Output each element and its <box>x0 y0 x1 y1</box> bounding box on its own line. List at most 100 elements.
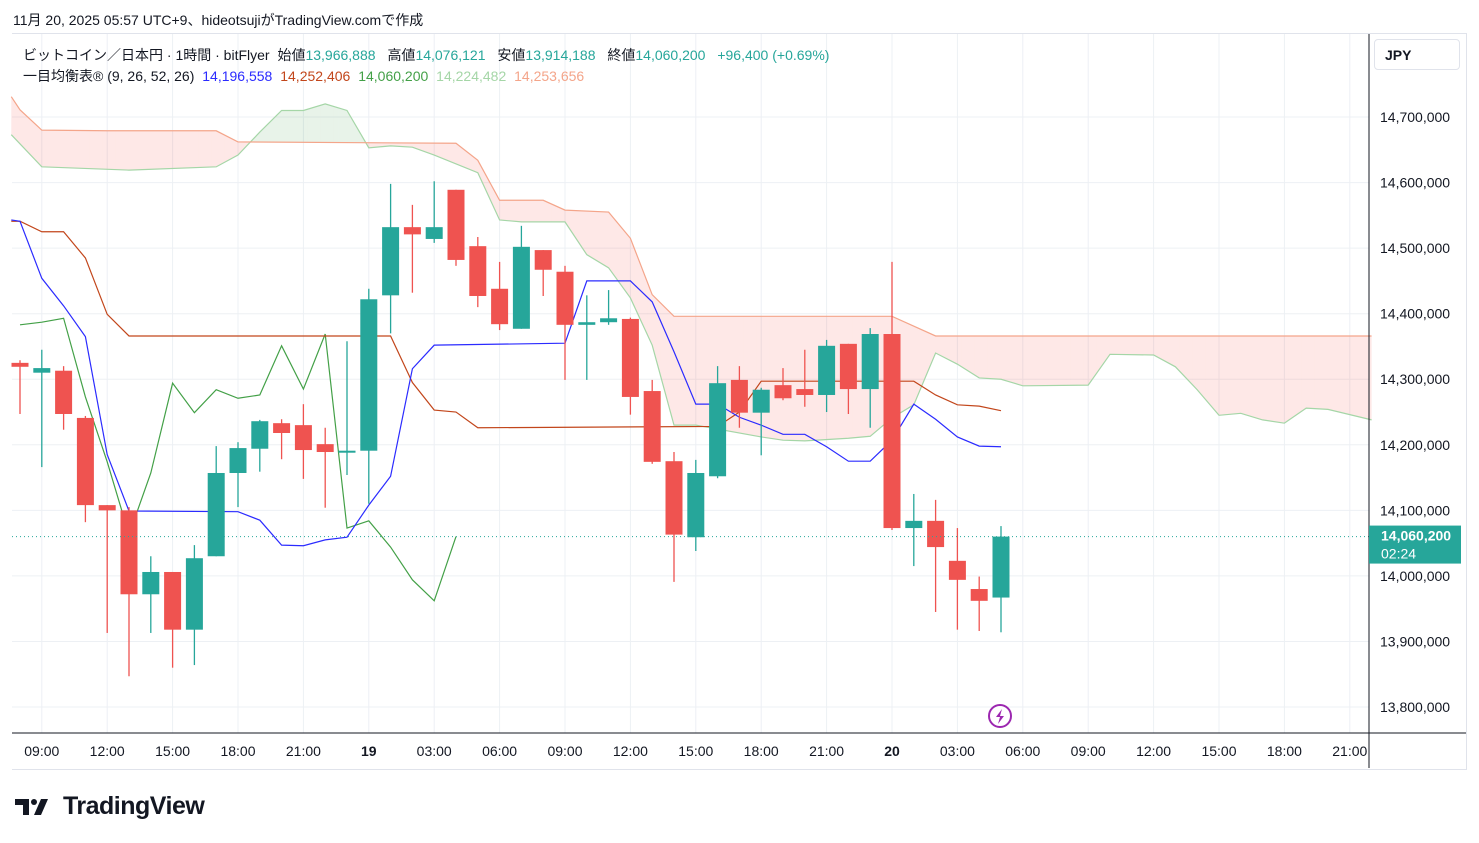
cloud-segment <box>33 122 38 163</box>
cloud-segment <box>373 142 378 148</box>
candle-body <box>948 560 966 580</box>
candle <box>33 349 51 468</box>
cloud-segment <box>979 335 984 379</box>
cloud-segment <box>774 316 779 440</box>
candle-body <box>905 520 923 529</box>
cloud-segment <box>1140 335 1145 355</box>
cloud-segment <box>813 316 818 441</box>
cloud-segment <box>608 212 613 274</box>
cloud-segment <box>1319 335 1324 410</box>
time-tick-label: 21:00 <box>1332 743 1367 759</box>
cloud-segment <box>94 130 99 169</box>
candle-body <box>360 299 378 451</box>
cloud-segment <box>473 156 478 173</box>
cloud-segment <box>573 210 579 242</box>
cloud-segment <box>1048 335 1054 386</box>
cloud-segment <box>429 143 435 156</box>
cloud-segment <box>1096 335 1102 373</box>
cloud-segment <box>617 222 622 286</box>
cloud-segment <box>1192 335 1198 390</box>
cloud-segment <box>1293 335 1298 418</box>
candle <box>534 250 552 296</box>
cloud-segment <box>1070 335 1076 386</box>
tradingview-logo[interactable]: TradingView <box>15 792 205 821</box>
cloud-segment <box>669 311 674 426</box>
candle-body <box>774 385 792 399</box>
cloud-segment <box>54 130 60 168</box>
candle-body <box>55 370 73 414</box>
cloud-segment <box>115 130 121 170</box>
cloud-segment <box>525 200 531 222</box>
candle <box>709 366 727 479</box>
cloud-segment <box>1223 335 1228 415</box>
cloud-segment <box>778 316 783 441</box>
cloud-segment <box>281 110 286 143</box>
candle <box>970 576 988 631</box>
cloud-segment <box>272 114 278 143</box>
cloud-segment <box>1131 335 1137 355</box>
time-tick-label: 12:00 <box>90 743 125 759</box>
cloud-segment <box>368 142 374 148</box>
candle-body <box>730 379 748 413</box>
cloud-segment <box>918 328 923 395</box>
time-tick-label: 12:00 <box>1136 743 1171 759</box>
cloud-segment <box>599 211 605 266</box>
candle <box>447 189 465 266</box>
cloud-segment <box>172 130 177 169</box>
cloud-segment <box>394 142 400 147</box>
cloud-segment <box>233 139 238 158</box>
time-tick-label: 15:00 <box>678 743 713 759</box>
cloud-segment <box>503 200 509 221</box>
time-tick-label: 19 <box>361 743 377 759</box>
time-tick-label: 12:00 <box>613 743 648 759</box>
lightning-icon[interactable] <box>988 704 1012 728</box>
cloud-segment <box>521 200 526 222</box>
price-tick-label: 14,500,000 <box>1380 240 1450 256</box>
cloud-segment <box>316 105 321 143</box>
cloud-segment <box>769 316 775 439</box>
candle <box>120 507 138 677</box>
cloud-segment <box>565 210 570 229</box>
cloud-segment <box>1210 335 1215 411</box>
cloud-segment <box>948 335 954 362</box>
chart-caption: 11月 20, 2025 05:57 UTC+9、hideotsujiがTrad… <box>13 12 424 28</box>
cloud-segment <box>399 142 404 147</box>
time-tick-label: 18:00 <box>1267 743 1302 759</box>
cloud-segment <box>704 316 709 428</box>
candle-body <box>796 389 814 395</box>
time-tick-label: 09:00 <box>24 743 59 759</box>
ohlc-legend-row: ビットコイン／日本円 · 1時間 · bitFlyer 始値13,966,888… <box>23 45 833 66</box>
cloud-segment <box>547 202 552 222</box>
cloud-segment <box>447 143 452 163</box>
candle <box>556 265 574 380</box>
cloud-segment <box>800 316 805 441</box>
cloud-segment <box>543 200 548 222</box>
cloud-segment <box>390 142 395 147</box>
candle <box>491 261 509 331</box>
candle <box>251 419 269 472</box>
currency-button[interactable]: JPY <box>1374 39 1460 70</box>
indicator-title[interactable]: 一目均衡表® (9, 26, 52, 26) <box>23 68 195 84</box>
chart-legend: ビットコイン／日本円 · 1時間 · bitFlyer 始値13,966,888… <box>23 45 833 87</box>
candle <box>382 183 400 334</box>
symbol-title[interactable]: ビットコイン／日本円 · 1時間 · bitFlyer <box>23 47 270 63</box>
candle-body <box>752 389 770 413</box>
cloud-segment <box>765 316 770 439</box>
candle <box>11 360 29 414</box>
cloud-segment <box>63 130 68 168</box>
cloud-segment <box>1110 335 1115 355</box>
cloud-segment <box>1301 335 1307 412</box>
high-label: 高値 <box>387 47 416 63</box>
cloud-segment <box>1323 335 1328 410</box>
cloud-segment <box>242 141 247 151</box>
cloud-segment <box>464 150 470 170</box>
cloud-segment <box>403 142 409 147</box>
cloud-segment <box>142 130 147 170</box>
cloud-segment <box>28 117 34 158</box>
cloud-segment <box>1127 335 1132 355</box>
cloud-segment <box>89 130 95 169</box>
cloud-segment <box>229 137 234 160</box>
cloud-segment <box>194 130 199 168</box>
cloud-segment <box>957 335 962 367</box>
